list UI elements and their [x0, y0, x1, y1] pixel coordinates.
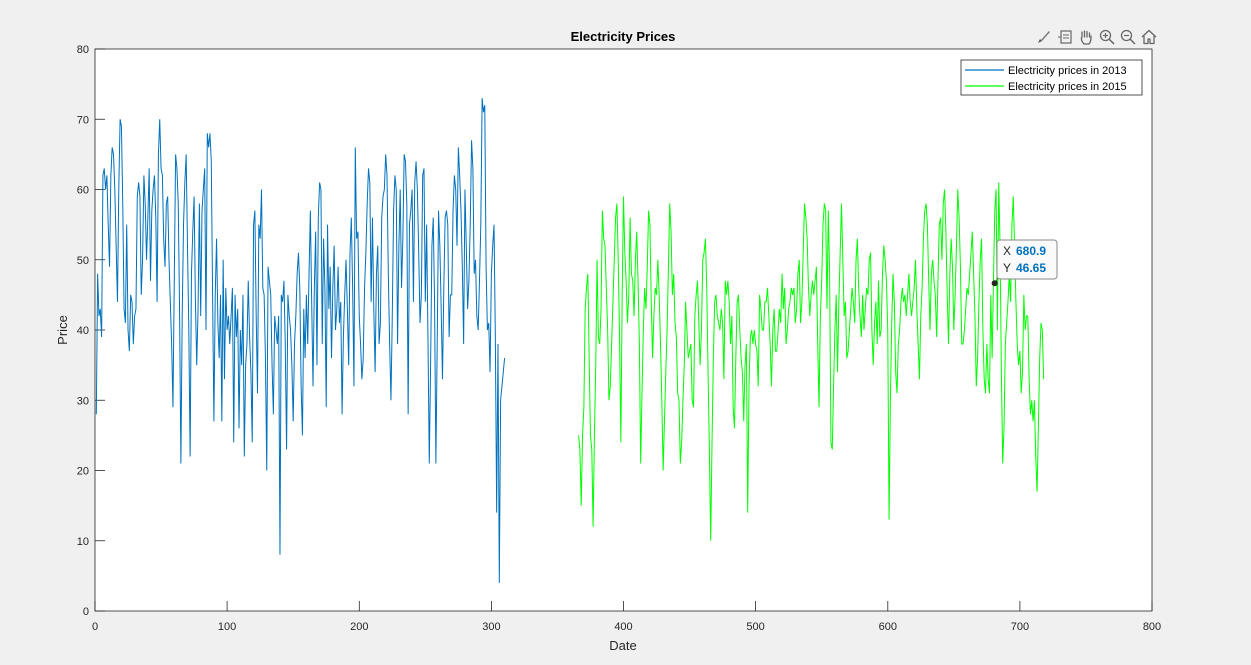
x-tick-label: 200 — [350, 621, 368, 633]
datatip-y-value: 46.65 — [1016, 261, 1046, 275]
x-tick-label: 700 — [1011, 621, 1029, 633]
datatip[interactable]: X 680.9 Y 46.65 — [991, 239, 1058, 287]
x-tick-label: 600 — [879, 621, 897, 633]
legend[interactable]: Electricity prices in 2013 Electricity p… — [960, 59, 1143, 96]
axes-toolbar — [1034, 26, 1159, 48]
y-tick-label: 20 — [77, 466, 89, 478]
series-line-2013[interactable] — [95, 98, 506, 583]
legend-label-2013: Electricity prices in 2013 — [1008, 65, 1127, 77]
x-tick-label: 400 — [614, 621, 632, 633]
y-tick-label: 10 — [77, 536, 89, 548]
datatip-box — [996, 239, 1058, 280]
home-icon[interactable] — [1139, 27, 1159, 47]
x-tick-label: 500 — [746, 621, 764, 633]
y-axis-ticks: 0 10 20 30 40 50 60 70 80 — [77, 44, 105, 618]
pan-hand-icon[interactable] — [1076, 27, 1096, 47]
y-tick-label: 60 — [77, 185, 89, 197]
zoom-out-icon[interactable] — [1118, 27, 1138, 47]
x-tick-label: 0 — [92, 621, 98, 633]
x-tick-label: 800 — [1143, 621, 1161, 633]
y-tick-label: 40 — [77, 325, 89, 337]
chart-title: Electricity Prices — [571, 29, 676, 44]
y-tick-label: 80 — [77, 44, 89, 56]
y-axis-label: Price — [55, 315, 70, 345]
legend-box — [960, 59, 1143, 96]
series-line-2015[interactable] — [578, 182, 1045, 541]
legend-label-2015: Electricity prices in 2015 — [1008, 81, 1127, 93]
series-layer — [95, 98, 1045, 583]
zoom-in-icon[interactable] — [1097, 27, 1117, 47]
datatip-icon[interactable] — [1055, 27, 1075, 47]
plot-area[interactable] — [94, 48, 1153, 612]
x-tick-label: 300 — [482, 621, 500, 633]
y-tick-label: 50 — [77, 255, 89, 267]
x-axis-ticks: 0 100 200 300 400 500 600 700 800 — [92, 601, 1161, 633]
x-axis-label: Date — [609, 638, 636, 653]
datatip-marker — [991, 280, 998, 287]
y-tick-label: 30 — [77, 395, 89, 407]
y-tick-label: 70 — [77, 114, 89, 126]
datatip-y-key: Y — [1003, 261, 1011, 275]
datatip-x-key: X — [1003, 244, 1011, 258]
x-tick-label: 100 — [218, 621, 236, 633]
brush-icon[interactable] — [1034, 27, 1054, 47]
datatip-x-value: 680.9 — [1016, 244, 1046, 258]
y-tick-label: 0 — [83, 606, 89, 618]
